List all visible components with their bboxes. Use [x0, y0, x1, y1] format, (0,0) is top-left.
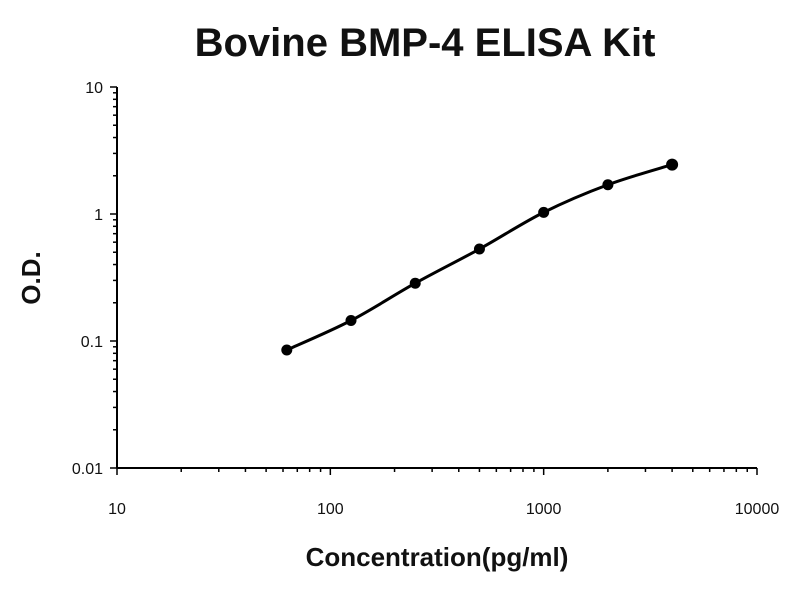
data-point [409, 277, 421, 289]
x-tick-label: 100 [317, 501, 344, 518]
data-point [281, 344, 293, 356]
data-point [473, 243, 485, 255]
x-tick-label: 1000 [526, 501, 562, 518]
chart-title: Bovine BMP-4 ELISA Kit [195, 21, 656, 65]
data-point [345, 315, 357, 327]
y-axis: 0.01 0.1 1 10 [72, 80, 118, 478]
data-point [602, 179, 614, 191]
x-axis: 10 100 1000 10000 [108, 467, 780, 518]
data-point [538, 206, 550, 218]
y-tick-label: 0.01 [72, 461, 103, 478]
x-axis-label: Concentration(pg/ml) [306, 542, 569, 572]
fit-curve [286, 163, 673, 352]
plot-area [281, 158, 679, 356]
data-point [666, 158, 679, 171]
y-axis-label: O.D. [16, 251, 46, 304]
y-tick-label: 0.1 [81, 334, 103, 351]
y-tick-label: 10 [85, 80, 103, 97]
y-tick-label: 1 [94, 207, 103, 224]
x-tick-label: 10000 [735, 501, 780, 518]
x-tick-label: 10 [108, 501, 126, 518]
